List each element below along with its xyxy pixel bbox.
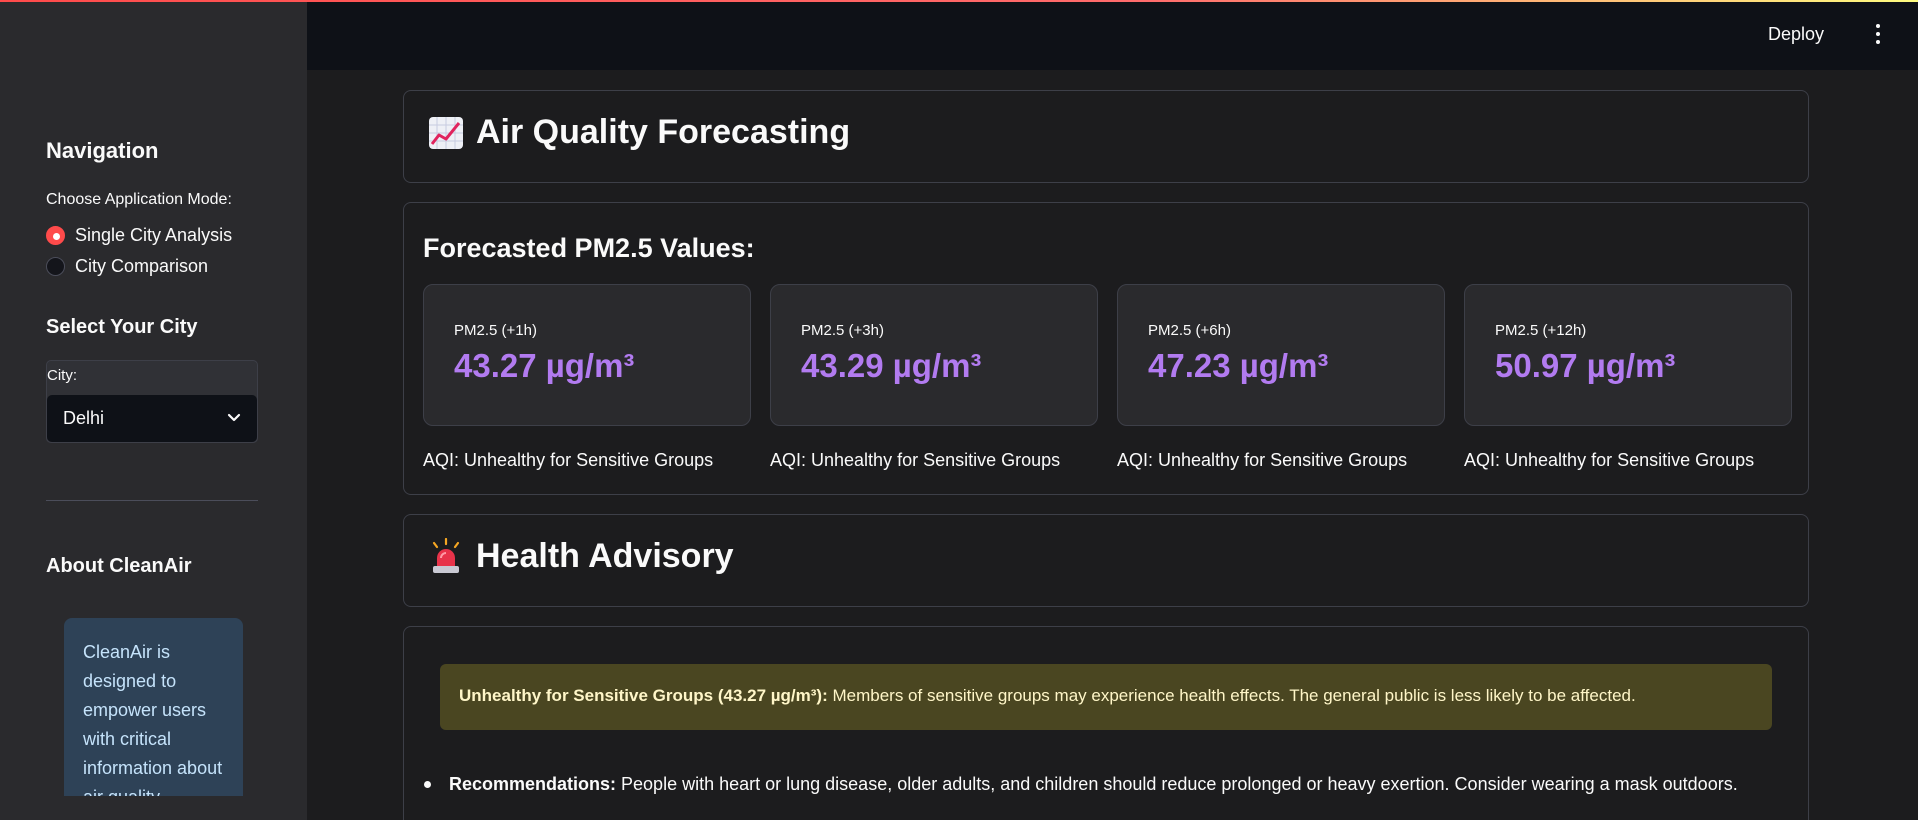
metric-label: PM2.5 (+6h) (1148, 322, 1231, 339)
recommendation-item: Recommendations: People with heart or lu… (424, 774, 1738, 795)
bullet-icon (424, 781, 431, 788)
recommendation-heading: Recommendations: (449, 774, 617, 794)
radio-single-city-analysis[interactable]: Single City Analysis (46, 225, 232, 246)
metric-label: PM2.5 (+1h) (454, 322, 537, 339)
about-info-box: CleanAir is designed to empower users wi… (64, 618, 243, 820)
advisory-title: Health Advisory (428, 537, 734, 576)
metric-label: PM2.5 (+12h) (1495, 322, 1587, 339)
forecast-subtitle: Forecasted PM2.5 Values: (423, 233, 755, 263)
aqi-label: AQI: Unhealthy for Sensitive Groups (1464, 450, 1755, 470)
kebab-menu-icon[interactable] (1868, 24, 1888, 46)
city-select[interactable]: Delhi (47, 395, 257, 442)
navigation-title: Navigation (46, 138, 159, 163)
radio-city-comparison[interactable]: City Comparison (46, 256, 208, 277)
aqi-label: AQI: Unhealthy for Sensitive Groups (770, 450, 1061, 470)
sidebar: Navigation Choose Application Mode: Sing… (0, 0, 307, 820)
aqi-label: AQI: Unhealthy for Sensitive Groups (423, 450, 714, 470)
metric-card-3h: PM2.5 (+3h) 43.29 µg/m³ (770, 284, 1098, 426)
city-select-value: Delhi (63, 408, 105, 428)
radio-label: Single City Analysis (75, 225, 233, 245)
chevron-down-icon (227, 413, 241, 422)
city-label: City: (47, 367, 77, 384)
radio-selected-icon[interactable] (46, 226, 65, 245)
city-select-container: City: Delhi (46, 360, 258, 443)
advisory-content-card: Unhealthy for Sensitive Groups (43.27 µg… (403, 626, 1809, 820)
metric-card-6h: PM2.5 (+6h) 47.23 µg/m³ (1117, 284, 1445, 426)
metric-card-12h: PM2.5 (+12h) 50.97 µg/m³ (1464, 284, 1792, 426)
recommendation-text: People with heart or lung disease, older… (616, 774, 1738, 794)
warning-text: Members of sensitive groups may experien… (827, 686, 1636, 705)
chart-increasing-icon (428, 115, 464, 151)
sidebar-divider (46, 500, 258, 501)
metric-value: 47.23 µg/m³ (1148, 347, 1329, 384)
advisory-title-text: Health Advisory (476, 537, 734, 575)
sidebar-bottom-mask (0, 796, 307, 820)
metric-label: PM2.5 (+3h) (801, 322, 884, 339)
forecast-title-card: Air Quality Forecasting (403, 90, 1809, 183)
top-accent-line (0, 0, 1918, 2)
metric-value: 43.27 µg/m³ (454, 347, 635, 384)
about-title: About CleanAir (46, 555, 192, 577)
metric-card-1h: PM2.5 (+1h) 43.27 µg/m³ (423, 284, 751, 426)
forecast-title: Air Quality Forecasting (428, 113, 850, 152)
deploy-button[interactable]: Deploy (1767, 24, 1824, 44)
aqi-label: AQI: Unhealthy for Sensitive Groups (1117, 450, 1408, 470)
top-header: Deploy (307, 0, 1918, 70)
advisory-title-card: Health Advisory (403, 514, 1809, 607)
siren-icon (428, 537, 464, 576)
forecast-title-text: Air Quality Forecasting (476, 113, 851, 151)
radio-label: City Comparison (75, 256, 209, 276)
aqi-warning-alert: Unhealthy for Sensitive Groups (43.27 µg… (440, 664, 1772, 730)
select-city-title: Select Your City (46, 316, 198, 338)
metric-value: 50.97 µg/m³ (1495, 347, 1676, 384)
mode-label: Choose Application Mode: (46, 191, 232, 208)
metric-value: 43.29 µg/m³ (801, 347, 982, 384)
forecast-values-card: Forecasted PM2.5 Values: PM2.5 (+1h) 43.… (403, 202, 1809, 495)
about-text: CleanAir is designed to empower users wi… (83, 642, 223, 807)
warning-heading: Unhealthy for Sensitive Groups (43.27 µg… (459, 686, 828, 705)
radio-unselected-icon[interactable] (46, 257, 65, 276)
